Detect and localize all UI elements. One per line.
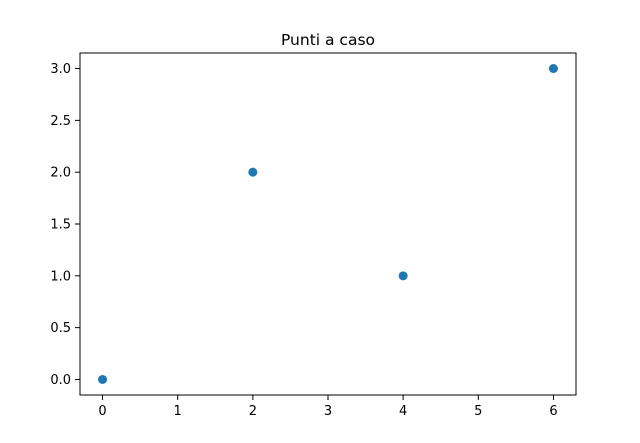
y-tick-label: 0.0	[50, 373, 71, 388]
x-tick-label: 2	[249, 404, 257, 419]
x-tick-label: 1	[174, 404, 182, 419]
y-tick-label: 2.5	[50, 114, 71, 129]
y-tick-label: 1.5	[50, 218, 71, 233]
x-axis: 0 1 2 3 4 5 6	[98, 395, 558, 419]
y-axis: 0.0 0.5 1.0 1.5 2.0 2.5 3.0	[50, 62, 80, 388]
x-tick-label: 3	[324, 404, 332, 419]
x-tick-label: 5	[474, 404, 482, 419]
plot-frame	[79, 52, 577, 396]
data-point	[398, 271, 408, 281]
data-point	[248, 167, 258, 177]
y-tick-label: 2.0	[50, 166, 71, 181]
y-tick-label: 3.0	[50, 62, 71, 77]
data-points	[98, 64, 558, 384]
x-tick-label: 6	[549, 404, 557, 419]
y-tick-label: 0.5	[50, 321, 71, 336]
y-tick-label: 1.0	[50, 269, 71, 284]
x-tick-label: 4	[399, 404, 407, 419]
chart-title: Punti a caso	[281, 31, 375, 49]
x-tick-label: 0	[98, 404, 106, 419]
data-point	[98, 374, 108, 384]
data-point	[548, 64, 558, 74]
plot-area	[80, 53, 576, 395]
